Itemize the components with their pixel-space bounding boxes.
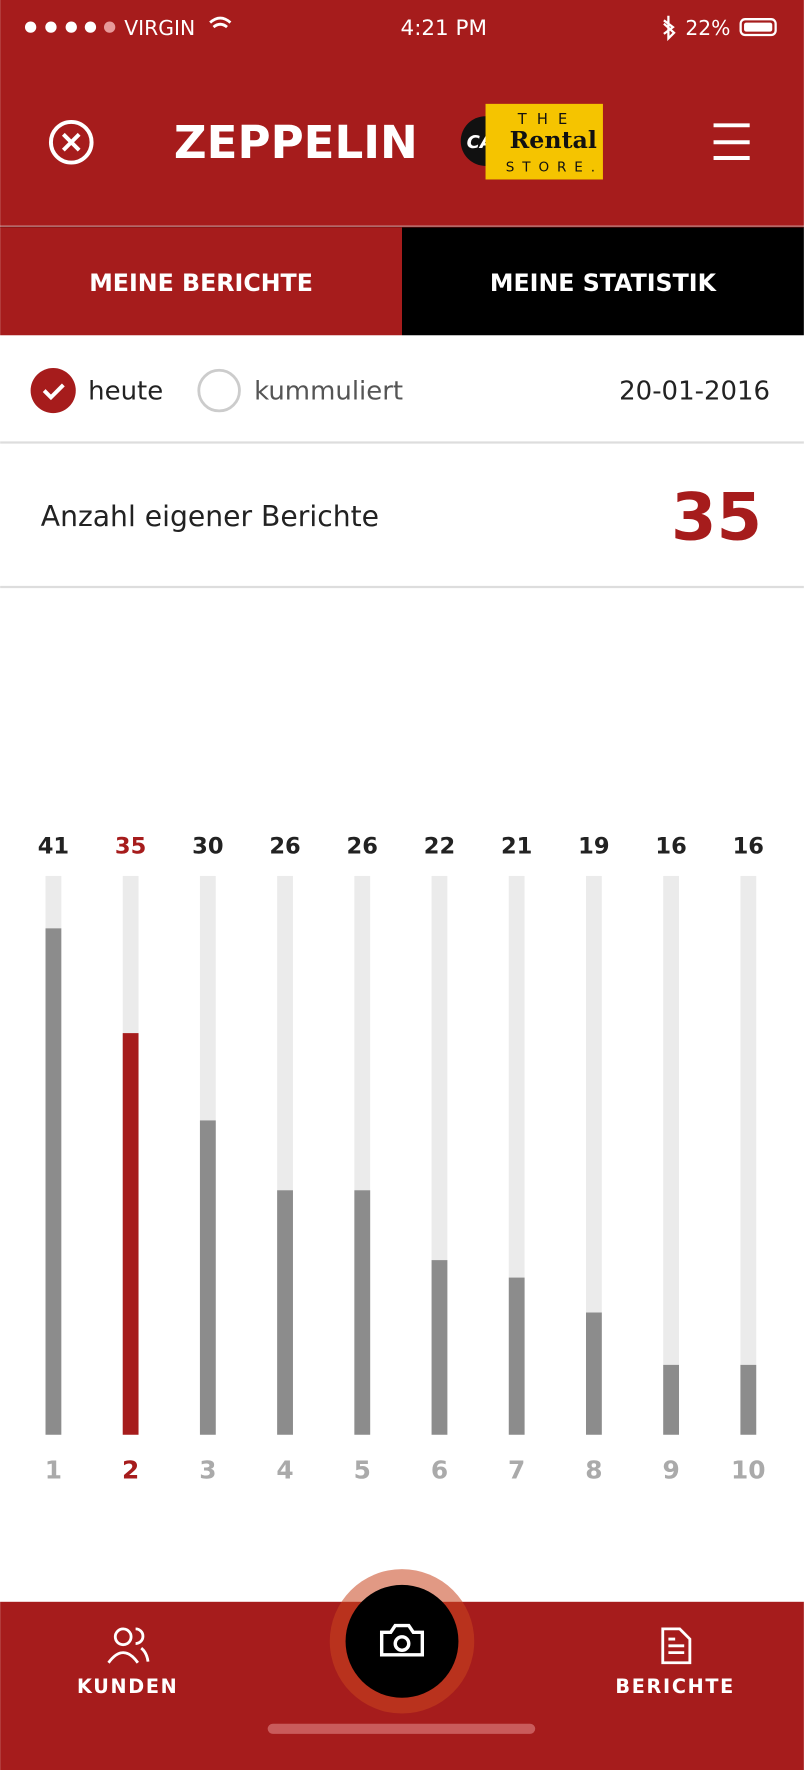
value-label: 21 bbox=[501, 833, 532, 859]
value-label: 35 bbox=[115, 833, 146, 859]
battery-icon bbox=[739, 18, 777, 37]
value-label: 41 bbox=[38, 833, 69, 859]
bluetooth-icon bbox=[663, 15, 676, 42]
radio-checked[interactable] bbox=[30, 367, 76, 414]
value-label: 26 bbox=[269, 833, 300, 859]
value-label: 16 bbox=[733, 833, 764, 859]
value-label: 19 bbox=[578, 833, 609, 859]
x-tick-label: 6 bbox=[431, 1456, 448, 1485]
summary-label: Anzahl eigener Berichte bbox=[41, 500, 379, 533]
bar bbox=[277, 1190, 293, 1435]
x-tick-label: 3 bbox=[199, 1456, 216, 1485]
logo-rental: Rental bbox=[510, 126, 597, 154]
camera-button[interactable] bbox=[345, 1584, 459, 1698]
x-tick-label: 1 bbox=[45, 1456, 62, 1485]
radio-unchecked[interactable] bbox=[197, 368, 241, 413]
nav-label[interactable]: KUNDEN bbox=[77, 1675, 178, 1698]
bar bbox=[122, 1033, 139, 1435]
battery-level: 22% bbox=[685, 16, 730, 40]
tab-label[interactable]: MEINE STATISTIK bbox=[490, 269, 718, 297]
value-label: 22 bbox=[424, 833, 455, 859]
logo-store: STORE. bbox=[506, 160, 603, 176]
value-label: 30 bbox=[192, 833, 223, 859]
x-tick-label: 10 bbox=[731, 1456, 766, 1485]
filter-label[interactable]: kummuliert bbox=[254, 377, 403, 407]
x-tick-label: 4 bbox=[276, 1456, 293, 1485]
x-tick-label: 9 bbox=[662, 1456, 679, 1485]
bar-track bbox=[585, 875, 602, 1435]
reports-icon[interactable] bbox=[661, 1627, 692, 1665]
menu-button[interactable] bbox=[713, 123, 750, 161]
bar-chart: 41 1 35 2 30 3 26 4 26 5 22 6 21 7 19 8 16 9 16 10 bbox=[38, 833, 766, 1484]
summary-value: 35 bbox=[671, 480, 762, 556]
wifi-icon bbox=[209, 16, 232, 29]
time: 4:21 PM bbox=[401, 16, 487, 41]
bar bbox=[199, 1120, 216, 1435]
value-label: 16 bbox=[655, 833, 686, 859]
x-tick-label: 5 bbox=[354, 1456, 371, 1485]
close-button[interactable] bbox=[48, 119, 94, 165]
value-label: 26 bbox=[347, 833, 378, 859]
bar-track bbox=[663, 875, 680, 1435]
x-tick-label: 2 bbox=[122, 1456, 139, 1485]
home-indicator bbox=[267, 1723, 536, 1734]
nav-label[interactable]: BERICHTE bbox=[615, 1675, 735, 1698]
bar bbox=[354, 1190, 371, 1435]
logo-the: THE bbox=[517, 111, 578, 128]
brand: ZEPPELIN bbox=[174, 116, 418, 169]
battery-fill bbox=[744, 22, 773, 32]
bar bbox=[663, 1364, 680, 1435]
customers-icon[interactable] bbox=[107, 1627, 150, 1664]
rental-logo bbox=[485, 103, 603, 180]
bar bbox=[585, 1312, 602, 1435]
signal bbox=[24, 21, 116, 33]
camera-icon bbox=[379, 1623, 425, 1657]
x-tick-label: 8 bbox=[585, 1456, 602, 1485]
filter-label[interactable]: heute bbox=[88, 377, 163, 407]
carrier: VIRGIN bbox=[124, 16, 195, 40]
tab-bg[interactable] bbox=[0, 226, 402, 336]
bar bbox=[45, 928, 62, 1435]
date: 20-01-2016 bbox=[619, 377, 770, 407]
bar bbox=[431, 1260, 448, 1435]
bar bbox=[740, 1364, 757, 1435]
x-tick-label: 7 bbox=[508, 1456, 525, 1485]
tab-bg[interactable] bbox=[402, 226, 804, 336]
tab-label[interactable]: MEINE BERICHTE bbox=[89, 269, 313, 297]
bar-track bbox=[740, 875, 757, 1435]
bar bbox=[508, 1277, 525, 1435]
